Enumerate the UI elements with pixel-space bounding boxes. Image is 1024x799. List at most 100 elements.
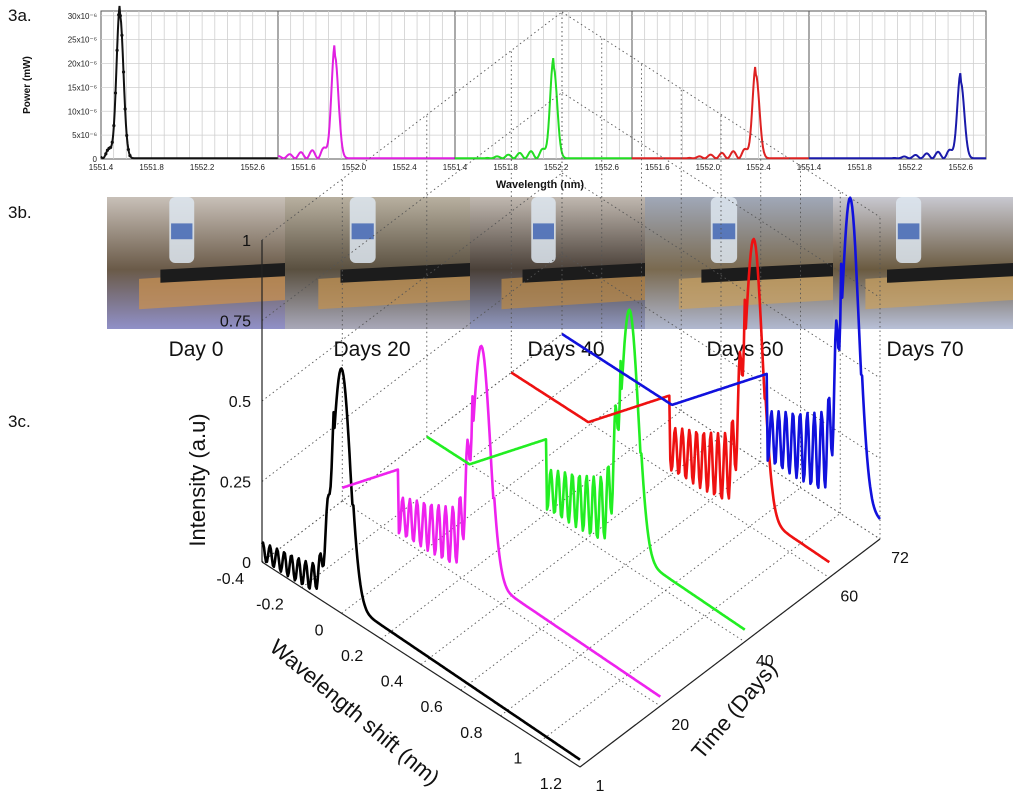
y-tick-label: 0 — [242, 555, 251, 572]
data-point — [113, 91, 118, 95]
x-tick-label: 1551.4 — [89, 163, 114, 172]
bottle-label-shape — [171, 223, 193, 240]
x-tick-label: 1551.4 — [443, 163, 468, 172]
y-tick-label: 10x10⁻⁶ — [68, 107, 97, 116]
photo-background — [285, 197, 470, 329]
data-point — [125, 133, 129, 138]
photo-day-60 — [645, 197, 833, 329]
subplot-1: 1551.6 1552.0 1552.4 — [277, 10, 456, 172]
y-tick-label: 0 — [93, 155, 98, 164]
x-tick-label: 1552.6 — [594, 163, 619, 172]
series-line-0 — [260, 367, 581, 761]
x-tick-label: 1551.6 — [645, 163, 670, 172]
data-point — [112, 123, 116, 128]
photo-image — [107, 197, 285, 329]
grid-line — [420, 436, 722, 665]
data-point — [110, 140, 114, 144]
data-point — [115, 48, 119, 52]
grid-line — [301, 359, 603, 588]
photo-image — [470, 197, 645, 329]
bottle-label-shape — [897, 223, 920, 240]
y-tick-label: 0.25 — [220, 475, 251, 492]
grid-line — [539, 513, 841, 742]
y-axis-label: Power (mW) — [22, 56, 33, 114]
data-point — [118, 14, 122, 18]
data-point — [109, 145, 113, 149]
y-tick-label: 20x10⁻⁶ — [68, 60, 97, 69]
grid-line — [579, 538, 881, 768]
x-tick-label: 1552.4 — [746, 163, 771, 172]
bottle-label-shape — [712, 223, 736, 240]
x-tick-label: 0.2 — [341, 648, 363, 665]
y-tick-label: 5x10⁻⁶ — [72, 131, 97, 140]
subplot-3: 1551.6 1552.0 1552.4 — [631, 10, 810, 172]
photo-day-70 — [833, 197, 1013, 329]
photo-image — [285, 197, 470, 329]
photo-background — [107, 197, 285, 329]
fiber-rod — [160, 263, 285, 283]
time-tick-label: 1 — [596, 778, 605, 795]
x-tick-label: 1552.6 — [948, 163, 973, 172]
x-tick-label: 1552.0 — [342, 163, 367, 172]
bottle-label-shape — [351, 223, 374, 240]
data-point — [121, 70, 126, 74]
photo-day-40 — [470, 197, 645, 329]
grid-line — [460, 461, 762, 691]
x-tick-label: 1.2 — [540, 776, 562, 793]
subplot-2: 1551.4 1551.8 1552.2 1552.6 — [443, 10, 633, 172]
grid-line — [261, 333, 563, 563]
x-tick-label: 0.6 — [421, 699, 443, 716]
x-axis-label: Wavelength (nm) — [496, 179, 585, 191]
photo-caption: Days 60 — [706, 338, 784, 361]
grid-line — [511, 372, 830, 578]
grid-line — [561, 333, 881, 540]
x-axis-label: Wavelength shift (nm) — [265, 634, 444, 790]
grid-line — [500, 487, 801, 717]
photo-caption: Days 40 — [527, 338, 605, 361]
fiber-rod — [887, 263, 1013, 283]
photo-image — [645, 197, 833, 329]
data-point — [123, 107, 127, 111]
x-tick-label: 1552.2 — [190, 163, 215, 172]
data-point — [120, 33, 124, 37]
x-tick-label: 1552.0 — [696, 163, 721, 172]
photo-caption: Day 0 — [168, 338, 224, 361]
time-tick-label: 40 — [756, 653, 774, 670]
y-tick-label: 15x10⁻⁶ — [68, 83, 97, 92]
photo-image — [833, 197, 1013, 329]
y-tick-label: 25x10⁻⁶ — [68, 36, 97, 45]
time-tick-label: 60 — [840, 589, 858, 606]
x-tick-label: -0.4 — [216, 571, 244, 588]
spectra-chart-3a: 0 5x10⁻⁶ 10x10⁻⁶ 15x10⁻⁶ 20x10⁻⁶ 25x10⁻⁶ 30x10… — [22, 5, 987, 191]
grid-line — [261, 333, 563, 563]
data-point — [126, 148, 130, 152]
data-point — [104, 152, 108, 156]
grid-line — [426, 436, 746, 643]
photo-background — [833, 197, 1013, 329]
x-tick-label: 1551.4 — [797, 163, 822, 172]
y-tick-label: 0.5 — [229, 394, 251, 411]
photo-background — [470, 197, 645, 329]
time-tick-label: 72 — [891, 550, 909, 567]
grid-line — [341, 384, 642, 614]
grid-line — [261, 561, 581, 768]
photo-day-20 — [285, 197, 470, 329]
photo-day-0 — [107, 197, 285, 329]
grid-line — [561, 333, 881, 540]
x-tick-label: 0.8 — [460, 725, 482, 742]
x-tick-label: 0.4 — [381, 674, 403, 691]
x-tick-label: -0.2 — [256, 597, 284, 614]
x-tick-label: 1552.2 — [898, 163, 923, 172]
panel-label-3c: 3c. — [8, 412, 31, 431]
series-line-1 — [341, 344, 662, 698]
grid-line — [380, 410, 682, 640]
photo-caption: Days 20 — [333, 338, 411, 361]
x-tick-label: 1551.8 — [847, 163, 872, 172]
x-tick-label: 1551.8 — [493, 163, 518, 172]
time-axis-line — [579, 538, 881, 768]
grid-line — [342, 500, 661, 707]
x-tick-label: 1552.6 — [240, 163, 265, 172]
x-tick-label: 1551.6 — [291, 163, 316, 172]
panel-label-3b: 3b. — [8, 203, 32, 222]
time-tick-label: 20 — [671, 717, 689, 734]
